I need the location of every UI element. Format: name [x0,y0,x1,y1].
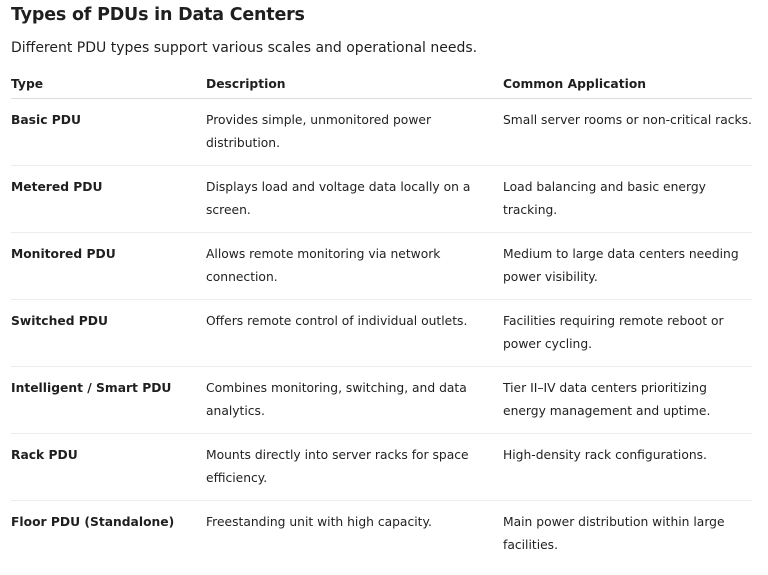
cell-description: Mounts directly into server racks for sp… [206,433,503,501]
cell-type: Metered PDU [11,165,206,233]
cell-description: Offers remote control of individual outl… [206,299,503,367]
table-row: Rack PDU Mounts directly into server rack… [11,433,752,501]
cell-application: Load balancing and basic energy tracking… [503,165,752,233]
table-row: Monitored PDU Allows remote monitoring vi… [11,232,752,300]
cell-type: Floor PDU (Standalone) [11,515,175,529]
header-common-application: Common Application [503,70,752,99]
cell-application: Small server rooms or non-critical racks… [503,98,752,166]
cell-description: Allows remote monitoring via network con… [206,232,503,300]
header-type: Type [11,70,206,99]
table-row: Basic PDU Provides simple, unmonitored po… [11,98,752,166]
cell-application: High-density rack configurations. [503,433,752,501]
cell-description: Displays load and voltage data locally o… [206,165,503,233]
cell-application: Medium to large data centers needing pow… [503,232,752,300]
cell-type: Switched PDU [11,299,206,367]
header-description: Description [206,70,503,99]
cell-application: Main power distribution within large fac… [503,515,725,552]
page-title: Types of PDUs in Data Centers [11,5,305,25]
cell-description: Combines monitoring, switching, and data… [206,366,503,434]
subtitle: Different PDU types support various scal… [11,40,478,56]
table-row: Floor PDU (Standalone) Freestanding unit … [11,501,752,568]
pdu-types-table: Type Description Common Application Basi… [11,70,752,567]
cell-application: Facilities requiring remote reboot or po… [503,299,752,367]
cell-type: Rack PDU [11,433,206,501]
cell-type: Intelligent / Smart PDU [11,366,206,434]
table-row: Switched PDU Offers remote control of ind… [11,299,752,367]
cell-type: Basic PDU [11,98,206,166]
cell-description: Freestanding unit with high capacity. [206,515,432,529]
cell-description: Provides simple, unmonitored power distr… [206,98,503,166]
cell-type: Monitored PDU [11,232,206,300]
table-header-row: Type Description Common Application [11,70,752,99]
table-row: Intelligent / Smart PDU Combines monitori… [11,366,752,434]
cell-application: Tier II–IV data centers prioritizing ene… [503,366,752,434]
table-row: Metered PDU Displays load and voltage dat… [11,165,752,233]
